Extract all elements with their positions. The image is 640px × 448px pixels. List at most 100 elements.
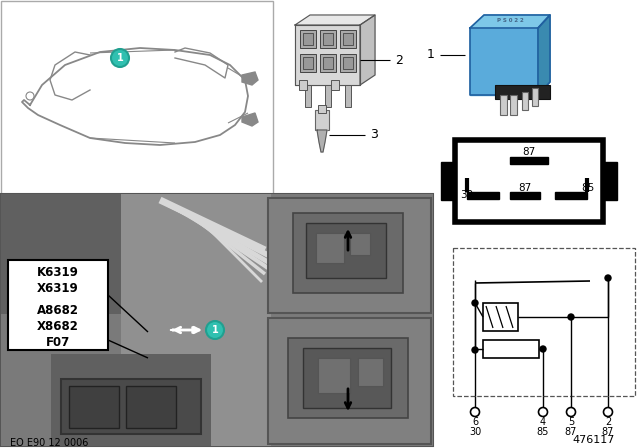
Bar	[323, 57, 333, 69]
Polygon shape	[22, 48, 248, 145]
Text: 2: 2	[605, 417, 611, 427]
Circle shape	[206, 321, 224, 339]
Text: 85: 85	[582, 183, 595, 193]
Polygon shape	[242, 72, 258, 85]
Polygon shape	[317, 130, 327, 152]
Circle shape	[604, 408, 612, 417]
Bar	[318, 358, 350, 393]
Bar	[8, 260, 108, 350]
Circle shape	[568, 314, 574, 320]
Text: 1: 1	[427, 48, 435, 61]
Text: 1: 1	[116, 53, 124, 63]
Bar	[350, 233, 370, 255]
Circle shape	[470, 408, 479, 417]
Bar	[331, 80, 339, 90]
Text: F07: F07	[46, 336, 70, 349]
Bar	[495, 85, 550, 99]
Bar	[316, 233, 344, 263]
Bar	[300, 54, 316, 72]
Bar	[1, 1, 273, 194]
Bar	[121, 194, 271, 446]
Bar	[306, 223, 386, 278]
Bar	[303, 33, 313, 45]
Bar	[318, 105, 326, 113]
Text: 5: 5	[568, 417, 574, 427]
Bar	[126, 386, 176, 428]
Text: A8682: A8682	[37, 303, 79, 316]
Bar	[453, 248, 635, 396]
Text: 87: 87	[518, 183, 532, 193]
Text: P S 0 2 2: P S 0 2 2	[497, 17, 524, 22]
Bar	[483, 340, 539, 358]
Bar	[358, 358, 383, 386]
Bar	[288, 338, 408, 418]
Bar	[320, 30, 336, 48]
Text: K6319: K6319	[37, 267, 79, 280]
Bar	[510, 157, 548, 164]
Bar	[510, 95, 517, 115]
Bar	[69, 386, 119, 428]
Bar	[500, 95, 507, 115]
Bar	[467, 192, 499, 199]
Text: 87: 87	[602, 427, 614, 437]
Bar	[455, 140, 603, 222]
Text: 85: 85	[537, 427, 549, 437]
Circle shape	[472, 300, 478, 306]
Bar	[61, 379, 201, 434]
Circle shape	[111, 49, 129, 67]
Bar	[1, 194, 121, 314]
Bar	[320, 54, 336, 72]
Text: 30: 30	[460, 190, 473, 200]
Bar	[345, 85, 351, 107]
Polygon shape	[470, 28, 538, 95]
Polygon shape	[470, 15, 550, 28]
Bar	[441, 162, 455, 200]
Polygon shape	[242, 113, 258, 126]
Bar	[1, 194, 433, 446]
Bar	[343, 33, 353, 45]
Bar	[343, 57, 353, 69]
Circle shape	[566, 408, 575, 417]
Text: 1: 1	[212, 325, 218, 335]
Polygon shape	[295, 15, 375, 25]
Text: 2: 2	[395, 53, 403, 66]
Bar	[483, 303, 518, 331]
Circle shape	[472, 347, 478, 353]
Circle shape	[540, 346, 546, 352]
Bar	[510, 192, 540, 199]
Bar	[305, 85, 311, 107]
Polygon shape	[360, 15, 375, 85]
Text: 3: 3	[370, 129, 378, 142]
Bar	[299, 80, 307, 90]
Bar	[315, 110, 329, 130]
Polygon shape	[538, 15, 550, 95]
Bar	[300, 30, 316, 48]
Text: 476117: 476117	[573, 435, 615, 445]
Text: 87: 87	[522, 147, 536, 157]
Text: EO E90 12 0006: EO E90 12 0006	[10, 438, 88, 448]
Bar	[51, 354, 211, 446]
Circle shape	[538, 408, 547, 417]
Bar	[555, 192, 587, 199]
Bar	[268, 318, 431, 444]
Text: X8682: X8682	[37, 319, 79, 332]
Text: 87: 87	[565, 427, 577, 437]
Bar	[293, 213, 403, 293]
Circle shape	[26, 92, 34, 100]
Bar	[603, 162, 617, 200]
Polygon shape	[295, 25, 360, 85]
Text: X6319: X6319	[37, 283, 79, 296]
Bar	[532, 88, 538, 106]
Text: 4: 4	[540, 417, 546, 427]
Circle shape	[605, 275, 611, 281]
Bar	[303, 348, 391, 408]
Bar	[323, 33, 333, 45]
Bar	[340, 54, 356, 72]
Bar	[325, 85, 331, 107]
Bar	[1, 194, 433, 446]
Bar	[340, 30, 356, 48]
Bar	[522, 92, 528, 110]
Bar	[303, 57, 313, 69]
Text: 6: 6	[472, 417, 478, 427]
Bar	[268, 198, 431, 313]
